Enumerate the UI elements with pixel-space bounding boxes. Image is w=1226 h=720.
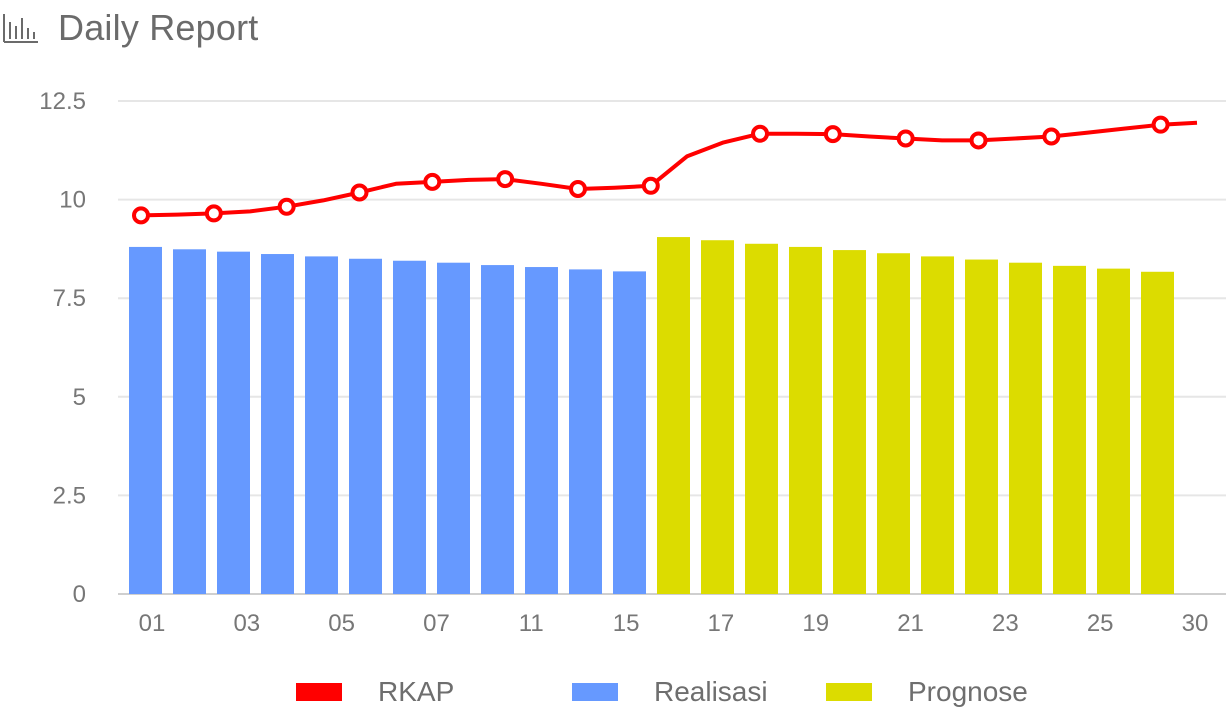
bar-realisasi[interactable] [437,262,470,594]
point-rkap[interactable] [823,125,842,144]
line-rkap [140,120,1198,218]
point-rkap[interactable] [751,124,770,143]
y-tick-label: 7.5 [53,285,86,312]
legend-label-prognose: Prognose [908,676,1028,707]
bar-realisasi[interactable] [305,256,338,594]
legend-label-realisasi: Realisasi [654,676,768,707]
y-tick-label: 10 [59,187,86,214]
x-tick-label: 23 [992,610,1019,637]
y-tick-label: 5 [73,384,86,411]
bar-realisasi[interactable] [393,260,426,594]
bar-prognose[interactable] [657,237,690,594]
point-rkap[interactable] [1151,115,1170,134]
bar-realisasi[interactable] [569,269,602,594]
point-rkap[interactable] [641,176,660,195]
x-tick-label: 15 [613,610,640,637]
page-title: Daily Report [58,7,259,48]
bar-realisasi[interactable] [481,265,514,594]
legend-swatch-prognose [826,683,872,701]
x-tick-label: 05 [328,610,355,637]
bar-realisasi[interactable] [129,246,162,595]
x-tick-label: 30 [1182,610,1209,637]
bar-realisasi[interactable] [173,249,206,594]
point-rkap[interactable] [277,197,296,216]
legend-swatch-realisasi [572,683,618,701]
point-rkap[interactable] [496,170,515,189]
bar-prognose[interactable] [789,246,822,595]
bar-prognose[interactable] [833,250,866,595]
x-tick-label: 17 [708,610,735,637]
y-tick-label: 0 [73,581,86,608]
daily-report-chart: 0 2.5 5 7.5 10 12.5 01 03 05 07 11 15 17 19 21 23 25 30 [39,88,1226,637]
bar-prognose[interactable] [1009,262,1042,594]
bar-prognose[interactable] [921,256,954,594]
legend-label-rkap: RKAP [378,676,455,707]
point-rkap[interactable] [423,172,442,191]
chart-legend: RKAP Realisasi Prognose [0,676,1226,720]
bar-prognose[interactable] [1097,268,1130,594]
bar-realisasi[interactable] [261,254,294,594]
x-tick-label: 11 [519,610,544,637]
x-tick-label: 19 [802,610,829,637]
bar-prognose[interactable] [877,253,910,594]
bar-prognose[interactable] [965,259,998,594]
x-tick-label: 25 [1087,610,1114,637]
bar-prognose[interactable] [1141,271,1174,594]
point-rkap[interactable] [1042,127,1061,146]
x-tick-label: 21 [897,610,924,637]
point-rkap[interactable] [132,206,150,225]
chart-header: Daily Report [0,0,1226,56]
legend-swatch-rkap [296,683,342,701]
point-rkap[interactable] [969,131,988,150]
bar-prognose[interactable] [701,240,734,594]
x-tick-label: 03 [233,610,260,637]
bar-realisasi[interactable] [613,271,646,594]
point-rkap[interactable] [568,179,587,198]
point-rkap[interactable] [350,183,369,202]
x-tick-label: 07 [423,610,450,637]
legend-item-rkap[interactable]: RKAP [296,676,454,708]
bar-realisasi[interactable] [349,258,382,594]
point-rkap[interactable] [204,204,223,223]
bar-prognose[interactable] [1053,265,1086,594]
y-tick-label: 2.5 [53,482,86,509]
legend-item-realisasi[interactable]: Realisasi [572,676,768,708]
bar-realisasi[interactable] [217,251,250,594]
bar-chart-icon [3,14,38,43]
bar-realisasi[interactable] [525,267,558,594]
point-rkap[interactable] [896,129,915,148]
x-tick-label: 01 [139,610,166,637]
bar-prognose[interactable] [745,243,778,594]
y-tick-label: 12.5 [39,88,86,115]
legend-item-prognose[interactable]: Prognose [826,676,1028,708]
